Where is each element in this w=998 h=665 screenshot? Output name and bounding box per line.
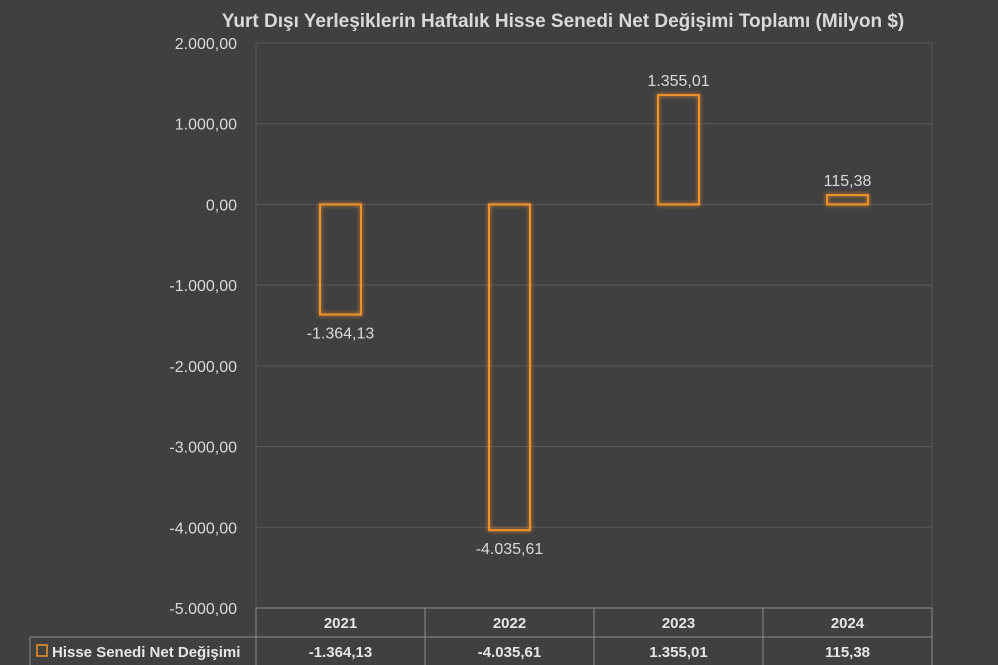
data-label: 1.355,01 <box>647 73 709 90</box>
table-value: 1.355,01 <box>649 644 707 661</box>
x-tick-label: 2024 <box>831 615 865 632</box>
data-label: 115,38 <box>824 173 872 190</box>
table-value: -1.364,13 <box>309 644 372 661</box>
bar-2023 <box>657 94 700 206</box>
bar-2024 <box>826 194 869 206</box>
y-tick-label: 1.000,00 <box>175 117 237 134</box>
x-tick-label: 2023 <box>662 615 695 632</box>
data-label: -4.035,61 <box>476 541 544 558</box>
x-tick-label: 2022 <box>493 615 526 632</box>
data-table: 2021 -1.364,13 2022 -4.035,61 2023 1.355,01 20… <box>29 607 933 665</box>
legend-key <box>36 644 48 657</box>
data-label: -1.364,13 <box>307 326 375 343</box>
y-tick-label: 2.000,00 <box>175 36 237 53</box>
legend-label: Hisse Senedi Net Değişimi <box>52 644 240 661</box>
y-tick-label: -2.000,00 <box>169 359 237 376</box>
y-tick-label: -1.000,00 <box>169 278 237 295</box>
table-value: -4.035,61 <box>478 644 541 661</box>
y-tick-label: -5.000,00 <box>169 601 237 618</box>
data-labels: -1.364,13 -4.035,61 1.355,01 115,38 <box>307 73 872 558</box>
bars <box>319 94 869 532</box>
x-tick-label: 2021 <box>324 615 357 632</box>
bar-2022 <box>488 203 531 532</box>
chart-title: Yurt Dışı Yerleşiklerin Haftalık Hisse S… <box>222 11 904 32</box>
y-axis: 2.000,00 1.000,00 0,00 -1.000,00 -2.000,00 -3… <box>169 36 237 618</box>
y-tick-label: 0,00 <box>206 197 237 214</box>
y-tick-label: -4.000,00 <box>169 520 237 537</box>
table-value: 115,38 <box>825 644 870 661</box>
y-tick-label: -3.000,00 <box>169 440 237 457</box>
bar-2021 <box>319 203 362 316</box>
